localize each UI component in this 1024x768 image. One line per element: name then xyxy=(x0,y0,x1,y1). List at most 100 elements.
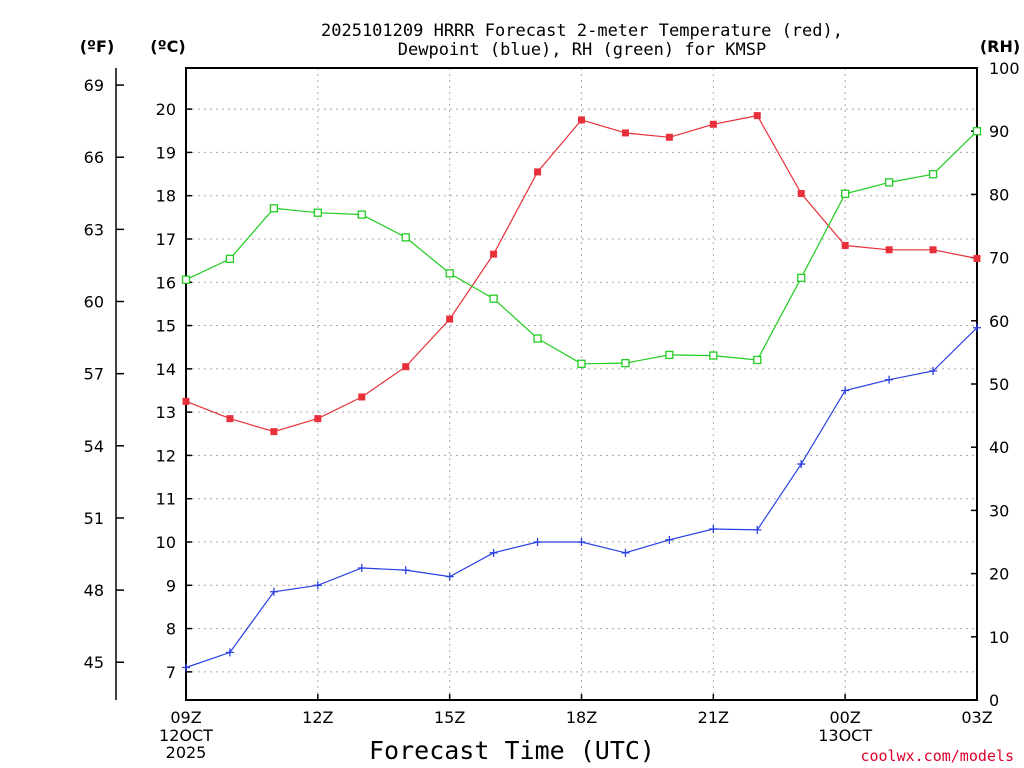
x-tick-date: 13OCT xyxy=(818,726,872,745)
grid-lines xyxy=(186,68,977,700)
temperature-point xyxy=(665,133,673,141)
dewpoint-point xyxy=(709,525,718,534)
x-tick-date: 12OCT xyxy=(159,726,213,745)
dewpoint-point xyxy=(929,367,938,376)
rh-point xyxy=(357,210,366,219)
dewpoint-point xyxy=(182,663,190,672)
fahrenheit-tick-label: 48 xyxy=(84,581,104,600)
rh-axis-unit: (RH) xyxy=(980,37,1020,56)
x-tick-label: 21Z xyxy=(698,708,729,727)
rh-point xyxy=(709,351,718,360)
plot-frame xyxy=(185,67,978,701)
celsius-tick-label: 19 xyxy=(156,143,176,162)
dewpoint-point xyxy=(401,566,410,575)
temperature-point xyxy=(446,315,454,323)
chart-title-line2: Dewpoint (blue), RH (green) for KMSP xyxy=(398,40,766,60)
fahrenheit-tick-label: 60 xyxy=(84,293,104,312)
rh-point xyxy=(928,170,938,179)
rh-point xyxy=(797,273,806,282)
rh-axis: 0 10 20 30 40 50 60 70 80 90 100 xyxy=(971,59,1020,710)
celsius-tick-label: 20 xyxy=(156,100,176,119)
rh-point xyxy=(313,208,322,217)
rh-point xyxy=(401,233,410,242)
fahrenheit-tick-label: 45 xyxy=(84,653,104,672)
rh-point xyxy=(489,294,498,303)
celsius-tick-label: 8 xyxy=(166,620,176,639)
temperature-point xyxy=(885,246,893,254)
celsius-tick-label: 17 xyxy=(156,230,176,249)
x-tick-year: 2025 xyxy=(166,743,207,762)
celsius-axis: 7 8 9 10 11 12 13 14 15 16 17 18 19 20 xyxy=(156,100,192,682)
celsius-tick-label: 10 xyxy=(156,533,176,552)
dewpoint-point xyxy=(621,548,630,557)
rh-point xyxy=(269,204,279,213)
rh-tick-label: 100 xyxy=(989,59,1020,78)
dewpoint-line xyxy=(185,327,978,669)
rh-tick-label: 50 xyxy=(989,375,1009,394)
rh-tick-label: 20 xyxy=(989,565,1009,584)
rh-tick-label: 80 xyxy=(989,185,1009,204)
temperature-point xyxy=(226,415,234,423)
celsius-tick-label: 14 xyxy=(156,360,176,379)
rh-point xyxy=(181,275,191,284)
rh-point xyxy=(841,189,850,198)
temperature-point xyxy=(534,168,542,176)
x-tick-label: 09Z xyxy=(170,708,201,727)
temperature-point xyxy=(929,246,937,254)
rh-tick-label: 40 xyxy=(989,438,1009,457)
rh-tick-label: 10 xyxy=(989,628,1009,647)
dewpoint-point xyxy=(357,563,366,572)
temperature-point xyxy=(797,190,805,198)
dewpoint-point xyxy=(225,648,234,657)
fahrenheit-tick-label: 54 xyxy=(84,437,104,456)
rh-point xyxy=(665,350,674,360)
rh-point xyxy=(753,355,762,365)
x-tick-label: 18Z xyxy=(566,708,597,727)
rh-tick-label: 60 xyxy=(989,312,1009,331)
x-axis-label: Forecast Time (UTC) xyxy=(369,736,655,765)
dewpoint-point xyxy=(885,375,894,384)
celsius-tick-label: 11 xyxy=(156,490,176,509)
celsius-tick-label: 9 xyxy=(166,576,176,595)
temperature-point xyxy=(490,250,498,258)
temperature-point xyxy=(402,363,410,371)
fahrenheit-axis-unit: (ºF) xyxy=(80,37,115,56)
rh-tick-label: 70 xyxy=(989,249,1009,268)
fahrenheit-axis: 45 48 51 54 57 60 63 66 69 xyxy=(84,76,124,672)
dewpoint-point xyxy=(445,572,454,581)
rh-tick-label: 0 xyxy=(989,691,999,710)
temperature-point xyxy=(182,397,190,405)
x-tick-label: 00Z xyxy=(830,708,861,727)
dewpoint-point xyxy=(973,323,981,332)
dewpoint-point xyxy=(797,460,806,469)
fahrenheit-tick-label: 63 xyxy=(84,220,104,239)
fahrenheit-tick-label: 57 xyxy=(84,365,104,384)
fahrenheit-tick-label: 69 xyxy=(84,76,104,95)
x-tick-label: 15Z xyxy=(434,708,465,727)
rh-tick-label: 90 xyxy=(989,122,1009,141)
x-tick-label: 12Z xyxy=(302,708,333,727)
temperature-point xyxy=(753,112,761,120)
dewpoint-point xyxy=(489,548,498,557)
dewpoint-point xyxy=(313,581,322,590)
x-tick-label: 03Z xyxy=(961,708,992,727)
rh-point xyxy=(225,254,235,264)
rh-point xyxy=(621,358,630,368)
celsius-tick-label: 13 xyxy=(156,403,176,422)
celsius-tick-label: 15 xyxy=(156,317,176,336)
temperature-point xyxy=(841,241,849,249)
dewpoint-point xyxy=(533,538,542,546)
celsius-axis-unit: (ºC) xyxy=(150,37,185,56)
rh-line xyxy=(185,130,978,365)
dewpoint-point xyxy=(753,525,762,534)
rh-tick-label: 30 xyxy=(989,501,1009,520)
rh-point xyxy=(972,127,982,136)
temperature-point xyxy=(973,254,981,262)
fahrenheit-tick-label: 51 xyxy=(84,509,104,528)
credit-text: coolwx.com/models xyxy=(860,747,1014,765)
temperature-point xyxy=(621,129,629,137)
dewpoint-point xyxy=(665,535,674,544)
celsius-tick-label: 12 xyxy=(156,446,176,465)
